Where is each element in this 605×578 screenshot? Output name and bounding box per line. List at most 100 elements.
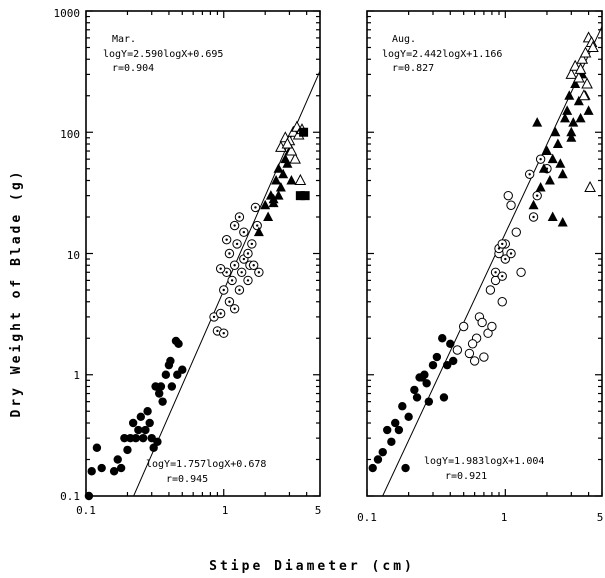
data-point-open-circle <box>479 352 489 362</box>
data-point-filled-square <box>300 191 310 201</box>
data-point-center-dot <box>539 157 542 161</box>
data-point-center-dot <box>233 264 236 267</box>
data-point-filled-triangle <box>575 112 586 123</box>
data-point-center-dot <box>233 307 236 310</box>
data-point-open-triangle <box>581 77 593 89</box>
data-point-filled-triangle <box>282 158 293 168</box>
data-point-filled-triangle <box>541 145 552 156</box>
data-point-center-dot <box>242 230 246 234</box>
correlation-coefficient: r=0.921 <box>445 471 487 482</box>
data-point-filled-triangle <box>273 163 284 173</box>
data-point-center-dot <box>242 257 246 261</box>
data-point-filled-circle <box>161 370 171 379</box>
data-point-center-dot <box>254 206 257 209</box>
regression-equation: logY=1.983logX+1.004 <box>424 456 544 467</box>
data-point-open-circle <box>511 227 521 237</box>
data-point-filled-triangle <box>535 182 546 192</box>
data-point-center-dot <box>219 267 222 270</box>
data-point-open-triangle <box>584 180 596 193</box>
correlation-coefficient: r=0.945 <box>166 474 208 485</box>
data-point-center-dot <box>228 252 231 255</box>
data-point-filled-circle <box>391 418 400 428</box>
x-tick-label: 0.1 <box>357 511 377 524</box>
data-point-center-dot <box>240 271 243 274</box>
data-point-filled-triangle <box>564 90 575 100</box>
data-point-center-dot <box>233 224 236 227</box>
data-point-center-dot <box>225 271 228 274</box>
data-point-center-dot <box>535 194 539 197</box>
data-point-filled-circle <box>97 463 106 473</box>
data-point-open-triangle <box>587 40 599 52</box>
data-point-open-circle <box>458 321 469 332</box>
data-point-open-triangle <box>569 59 582 71</box>
data-point-filled-triangle <box>559 112 570 123</box>
data-point-filled-circle <box>401 463 410 473</box>
data-point-filled-triangle <box>555 158 566 168</box>
data-point-center-dot <box>504 257 507 261</box>
data-point-open-circle <box>477 317 487 328</box>
data-point-filled-triangle <box>562 105 573 115</box>
data-point-filled-triangle <box>275 182 286 192</box>
data-point-filled-circle <box>394 425 404 435</box>
data-point-filled-circle <box>368 463 377 473</box>
data-point-filled-triangle <box>532 117 543 127</box>
data-point-filled-circle <box>422 379 431 388</box>
y-tick-label: 100 <box>60 128 80 141</box>
data-point-filled-circle <box>410 385 419 395</box>
data-point-center-dot <box>216 329 219 333</box>
data-point-filled-circle <box>128 418 138 428</box>
data-point-filled-circle <box>84 491 94 501</box>
data-point-filled-circle <box>116 463 126 473</box>
data-point-filled-triangle <box>566 132 577 142</box>
data-point-center-dot <box>532 215 535 219</box>
data-point-center-dot <box>228 300 231 303</box>
data-point-center-dot <box>501 274 504 278</box>
data-point-filled-circle <box>412 393 422 402</box>
data-point-filled-circle <box>167 382 177 391</box>
data-point-filled-circle <box>383 425 392 435</box>
data-point-open-triangle <box>565 67 578 79</box>
data-point-filled-circle <box>424 397 434 406</box>
plot-frame <box>366 10 603 497</box>
data-point-filled-circle <box>136 412 146 421</box>
y-axis-title: Dry Weight of Blade (g) <box>9 168 24 417</box>
data-point-center-dot <box>238 288 241 292</box>
data-point-filled-circle <box>432 352 442 362</box>
data-point-filled-triangle <box>286 175 297 185</box>
data-point-open-circle <box>506 200 516 210</box>
regression-equation: logY=2.590logX+0.695 <box>103 49 223 60</box>
data-point-filled-circle <box>420 370 429 379</box>
data-point-filled-triangle <box>271 175 282 185</box>
data-point-filled-triangle <box>547 153 558 164</box>
data-point-filled-circle <box>442 360 452 370</box>
data-point-filled-triangle <box>253 226 264 237</box>
data-point-filled-triangle <box>557 168 568 179</box>
data-point-open-circle <box>467 339 478 349</box>
regression-line <box>382 26 602 496</box>
data-point-open-circle <box>487 321 497 332</box>
y-tick-label: 1000 <box>54 7 81 20</box>
data-point-filled-triangle <box>544 175 555 185</box>
data-point-filled-circle <box>113 455 122 464</box>
data-point-center-dot <box>246 279 250 282</box>
data-point-filled-circle <box>87 467 96 476</box>
data-point-filled-triangle <box>583 105 594 115</box>
data-point-center-dot <box>252 264 255 267</box>
x-tick-label: 0.1 <box>76 504 96 517</box>
data-point-center-dot <box>528 173 531 176</box>
data-point-open-triangle <box>289 152 301 164</box>
data-point-open-triangle <box>281 137 294 149</box>
data-point-open-triangle <box>579 46 592 58</box>
data-point-center-dot <box>222 332 225 335</box>
data-point-center-dot <box>225 238 228 241</box>
regression-line <box>133 70 320 496</box>
data-point-filled-triangle <box>552 138 563 149</box>
data-point-open-triangle <box>574 62 587 74</box>
data-point-filled-triangle <box>550 126 561 137</box>
data-point-filled-circle <box>92 443 102 452</box>
data-point-center-dot <box>246 252 250 255</box>
data-point-filled-circle <box>378 447 387 457</box>
data-point-filled-triangle <box>260 199 271 210</box>
data-point-open-circle <box>464 348 475 359</box>
data-point-filled-triangle <box>547 211 558 222</box>
